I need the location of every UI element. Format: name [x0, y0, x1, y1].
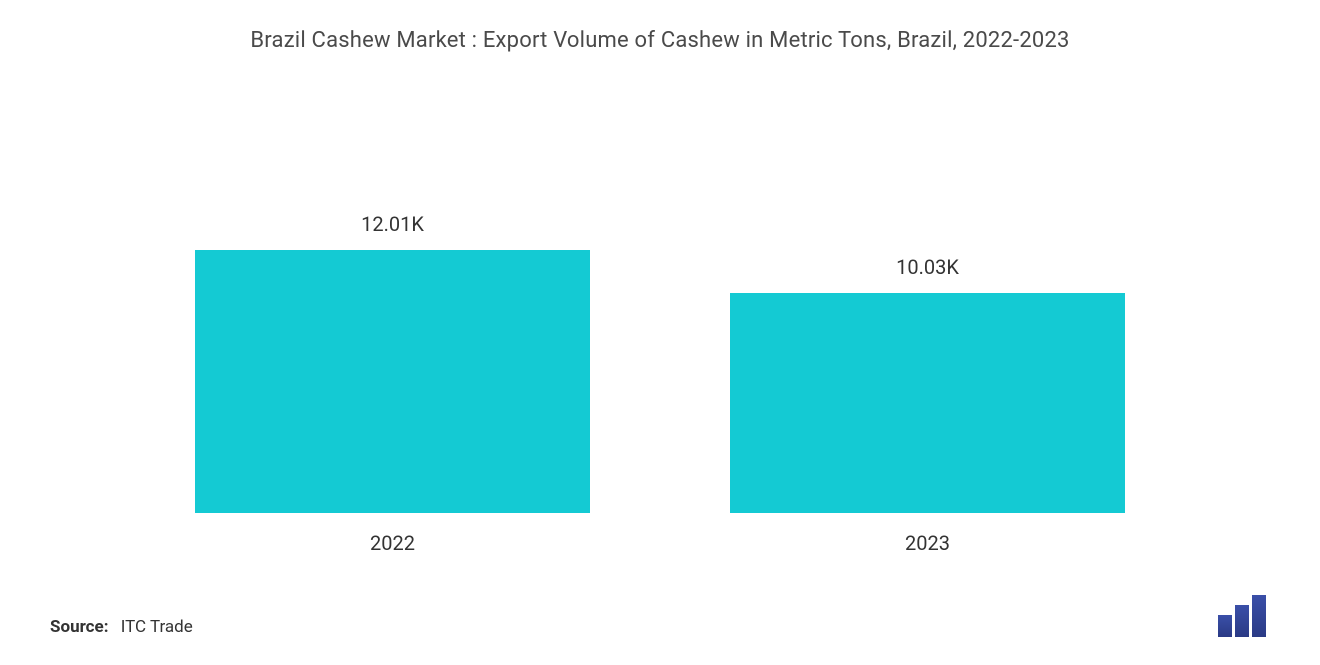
logo-bar: [1218, 615, 1232, 637]
x-label-2022: 2022: [195, 531, 590, 555]
chart-footer: Source: ITC Trade: [50, 595, 1270, 645]
bar-value-label: 10.03K: [896, 255, 959, 279]
x-axis-labels: 2022 2023: [50, 531, 1270, 555]
chart-container: Brazil Cashew Market : Export Volume of …: [0, 0, 1320, 665]
bar-group-2022: 12.01K: [195, 212, 590, 513]
source-value: ITC Trade: [121, 617, 193, 637]
bar-group-2023: 10.03K: [730, 255, 1125, 513]
x-label-2023: 2023: [730, 531, 1125, 555]
source-attribution: Source: ITC Trade: [50, 617, 193, 637]
bar-2023: [730, 293, 1125, 513]
brand-logo-icon: [1218, 595, 1270, 637]
logo-bar: [1252, 595, 1266, 637]
bar-2022: [195, 250, 590, 513]
logo-bar: [1235, 605, 1249, 637]
bar-value-label: 12.01K: [361, 212, 424, 236]
plot-area: 12.01K 10.03K: [50, 63, 1270, 513]
source-label: Source:: [50, 617, 108, 637]
chart-title: Brazil Cashew Market : Export Volume of …: [50, 28, 1270, 53]
